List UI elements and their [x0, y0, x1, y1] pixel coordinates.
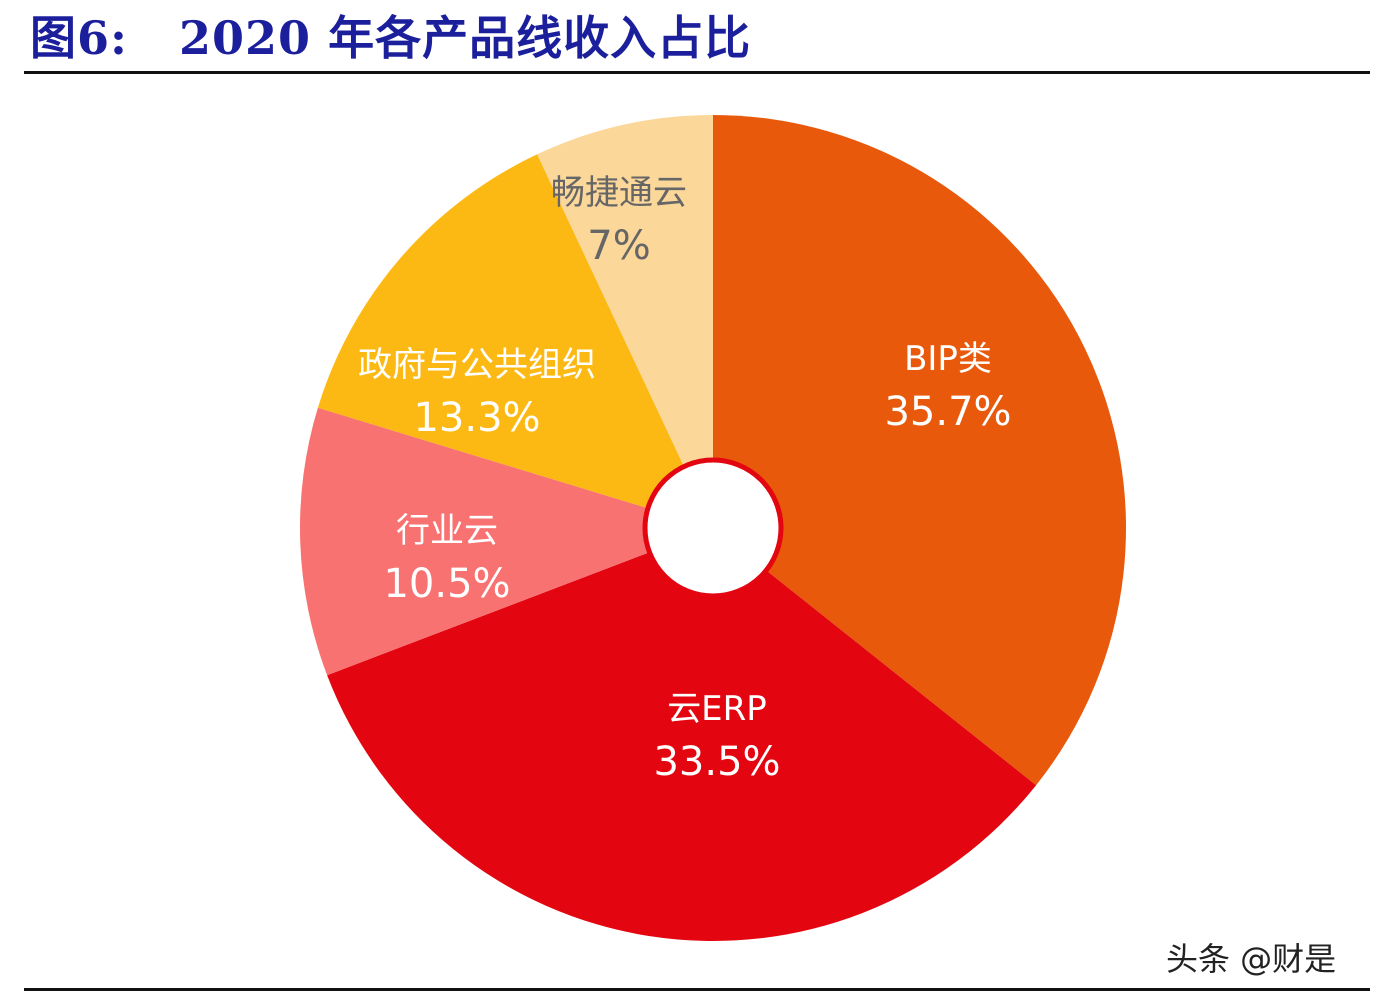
slice-value-label: 13.3%	[413, 395, 540, 441]
slice-category-label: BIP类	[904, 339, 992, 379]
slice-value-label: 33.5%	[653, 739, 780, 785]
title-rule	[24, 71, 1370, 74]
slice-category-label: 行业云	[396, 511, 498, 551]
watermark: 头条 @财是	[1166, 940, 1337, 978]
pie-slice-5	[537, 115, 713, 528]
slice-category-label: 政府与公共组织	[358, 345, 596, 385]
pie-slice-3	[300, 407, 713, 676]
chart-title: 图6: 2020 年各产品线收入占比	[30, 11, 752, 65]
pie-slice-2	[327, 528, 1037, 942]
slice-category-label: 云ERP	[667, 689, 767, 729]
slice-category-label: 畅捷通云	[551, 173, 687, 213]
slice-value-label: 7%	[587, 223, 650, 269]
donut-hole	[642, 457, 784, 599]
pie-slice-4	[317, 154, 713, 528]
slice-value-label: 35.7%	[884, 389, 1011, 435]
slice-value-label: 10.5%	[383, 561, 510, 607]
pie-slice-1	[713, 115, 1127, 786]
bottom-rule	[24, 988, 1370, 991]
